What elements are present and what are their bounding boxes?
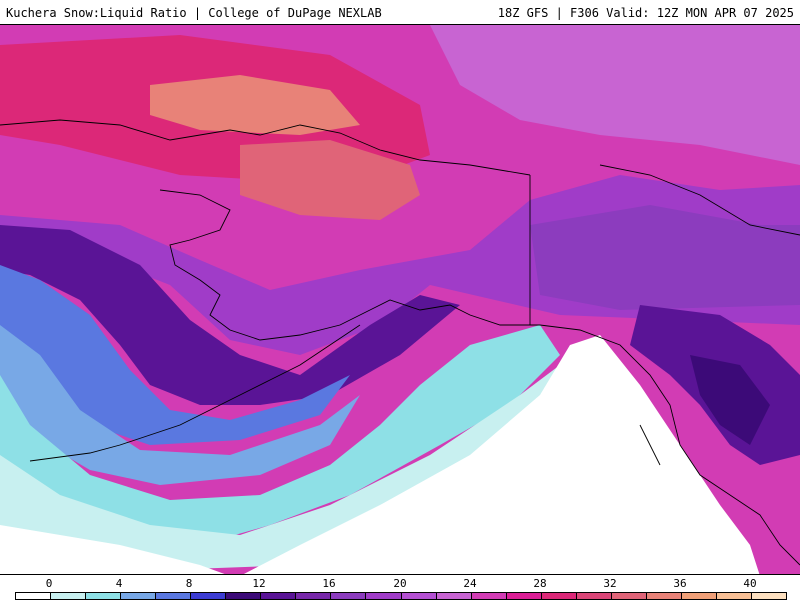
field-region-cyan (0, 325, 560, 545)
colorbar-tick-label: 24 (463, 577, 477, 590)
colorbar-swatch (681, 593, 717, 599)
alaska-south-coast (159, 189, 800, 566)
colorbar-tick-label: 12 (252, 577, 266, 590)
snow-ratio-field-map (0, 25, 800, 574)
colorbar-swatch (541, 593, 577, 599)
colorbar-swatch (226, 593, 262, 599)
colorbar-swatches (15, 592, 787, 600)
coastlines (0, 119, 800, 566)
colorbar-swatch (471, 593, 507, 599)
colorbar-tick-label: 32 (603, 577, 617, 590)
colorbar-swatch (331, 593, 367, 599)
model-run-valid-time: 18Z GFS | F306 Valid: 12Z MON APR 07 202… (497, 6, 794, 20)
colorbar-swatch (646, 593, 682, 599)
title-bar: Kuchera Snow:Liquid Ratio | College of D… (0, 0, 800, 24)
map-panel (0, 24, 800, 575)
colorbar-swatch (156, 593, 192, 599)
colorbar-swatch (401, 593, 437, 599)
colorbar-tick-label: 4 (115, 577, 123, 590)
map-title: Kuchera Snow:Liquid Ratio | College of D… (6, 6, 382, 20)
colorbar-swatch (716, 593, 752, 599)
colorbar-swatch (611, 593, 647, 599)
field-region-light-blue (0, 325, 360, 485)
field-region-pale-cyan (0, 365, 560, 574)
field-region-white-ocean (243, 335, 760, 574)
field-region-salmon-center (240, 140, 420, 220)
colorbar-swatch (296, 593, 332, 599)
colorbar: 0 4 8 12 16 20 24 28 32 36 40 (0, 575, 800, 600)
colorbar-swatch (506, 593, 542, 599)
colorbar-tick-label: 28 (533, 577, 547, 590)
colorbar-tick-label: 8 (185, 577, 193, 590)
field-region-deep-purple-arc (0, 225, 460, 405)
field-region-violet-ne (430, 25, 800, 165)
colorbar-tick-label: 40 (743, 577, 757, 590)
colorbar-swatch (121, 593, 157, 599)
colorbar-tick-label: 0 (45, 577, 53, 590)
colorbar-swatch (436, 593, 472, 599)
colorbar-swatch (191, 593, 227, 599)
colorbar-swatch (16, 593, 52, 599)
colorbar-swatch (261, 593, 297, 599)
field-region-salmon-west (150, 75, 360, 135)
colorbar-swatch (751, 593, 787, 599)
field-region-white-sw (0, 525, 225, 574)
colorbar-tick-label: 36 (673, 577, 687, 590)
colorbar-swatch (86, 593, 122, 599)
field-region-blue (0, 265, 350, 445)
colorbar-tick-label: 20 (393, 577, 407, 590)
aleutian-chain (29, 324, 361, 462)
colorbar-tick-label: 16 (322, 577, 336, 590)
colorbar-swatch (51, 593, 87, 599)
field-region-purple-east (530, 205, 800, 310)
colorbar-swatch (366, 593, 402, 599)
island-coast (639, 424, 661, 466)
colorbar-swatch (576, 593, 612, 599)
field-region-darkest-coast (690, 355, 770, 445)
arctic-coast (0, 119, 531, 176)
canadian-arctic-coast (599, 164, 800, 236)
